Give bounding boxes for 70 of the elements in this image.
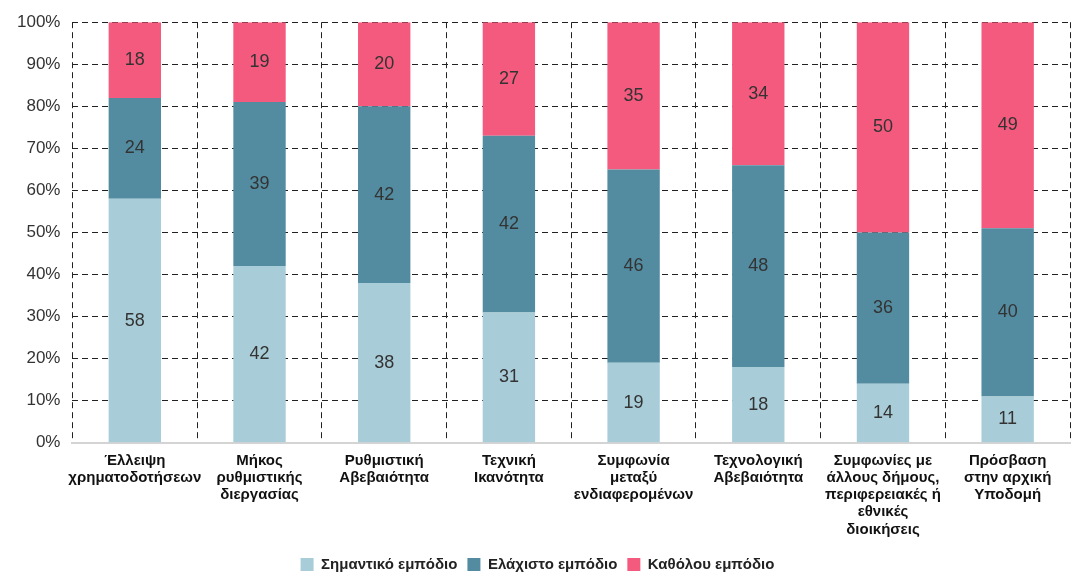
data-label: 48 [748, 255, 769, 276]
bar [856, 22, 910, 233]
data-label: 42 [374, 183, 395, 204]
bar [981, 396, 1034, 443]
data-label: 46 [623, 255, 644, 276]
bar [358, 22, 411, 107]
data-label: 19 [249, 51, 270, 72]
data-label: 38 [374, 351, 395, 372]
data-label: 40 [997, 301, 1018, 322]
data-label: 20 [374, 53, 395, 74]
y-tick-label: 40% [26, 264, 61, 284]
data-label: 49 [997, 114, 1018, 135]
x-tick-label: Έλλειψη χρηματοδοτήσεων [68, 450, 202, 485]
x-tick-label: Μήκος ρυθμιστικής διεργασίας [216, 450, 303, 503]
data-label: 39 [249, 173, 270, 194]
bar [108, 22, 162, 98]
data-label: 36 [872, 297, 893, 318]
data-label: 18 [748, 393, 769, 414]
data-label: 19 [623, 391, 644, 412]
bar [233, 22, 286, 103]
y-tick-label: 50% [26, 222, 61, 242]
y-tick-label: 10% [26, 390, 61, 410]
bar [607, 22, 660, 170]
data-label: 42 [249, 343, 270, 364]
legend-label: Σημαντικό εμπόδιο [321, 554, 458, 572]
bar [607, 362, 660, 443]
y-tick-label: 90% [26, 53, 61, 73]
bar [108, 198, 162, 443]
bar [482, 22, 536, 136]
data-label: 27 [498, 67, 519, 88]
bar [607, 169, 660, 363]
bar [233, 266, 286, 443]
data-label: 35 [623, 84, 644, 105]
bar [233, 102, 286, 267]
y-tick-label: 60% [26, 180, 61, 200]
x-tick-label: Τεχνολογική Αβεβαιότητα [713, 450, 804, 485]
y-tick-label: 0% [35, 432, 61, 452]
data-label: 14 [872, 402, 893, 423]
legend-label: Καθόλου εμπόδιο [647, 554, 775, 572]
bar [981, 22, 1034, 229]
bar [981, 228, 1034, 397]
x-tick-label: Συμφωνίες με άλλους δήμους, περιφερειακές ή εθνικές διοικήσεις [824, 450, 941, 537]
data-label: 58 [124, 309, 145, 330]
legend-label: Ελάχιστο εμπόδιο [487, 554, 618, 572]
bar [482, 135, 536, 313]
bar [856, 383, 910, 443]
y-tick-label: 80% [26, 96, 61, 115]
x-tick-label: Πρόσβαση στην αρχική Υποδομή [963, 450, 1052, 503]
x-tick-label: Τεχνική Ικανότητα [474, 450, 545, 485]
bar [732, 165, 785, 368]
data-label: 24 [124, 137, 145, 158]
bar [358, 106, 411, 283]
bar [108, 97, 162, 199]
x-tick-label: Ρυθμιστική Αβεβαιότητα [339, 450, 430, 485]
y-tick-label: 20% [26, 348, 61, 368]
data-label: 11 [998, 408, 1017, 429]
x-tick-label: Συμφωνία μεταξύ ενδιαφερομένων [573, 450, 694, 503]
bar [856, 232, 910, 384]
data-label: 50 [872, 116, 893, 137]
y-tick-label: 30% [26, 306, 61, 326]
data-label: 31 [498, 366, 519, 387]
bar [732, 367, 785, 443]
y-tick-label: 70% [26, 138, 61, 158]
bar [358, 282, 411, 443]
bar [732, 22, 785, 166]
bar [482, 312, 536, 443]
y-tick-label: 100% [17, 11, 61, 31]
data-label: 18 [124, 49, 145, 70]
data-label: 34 [748, 82, 769, 103]
data-label: 42 [498, 213, 519, 234]
